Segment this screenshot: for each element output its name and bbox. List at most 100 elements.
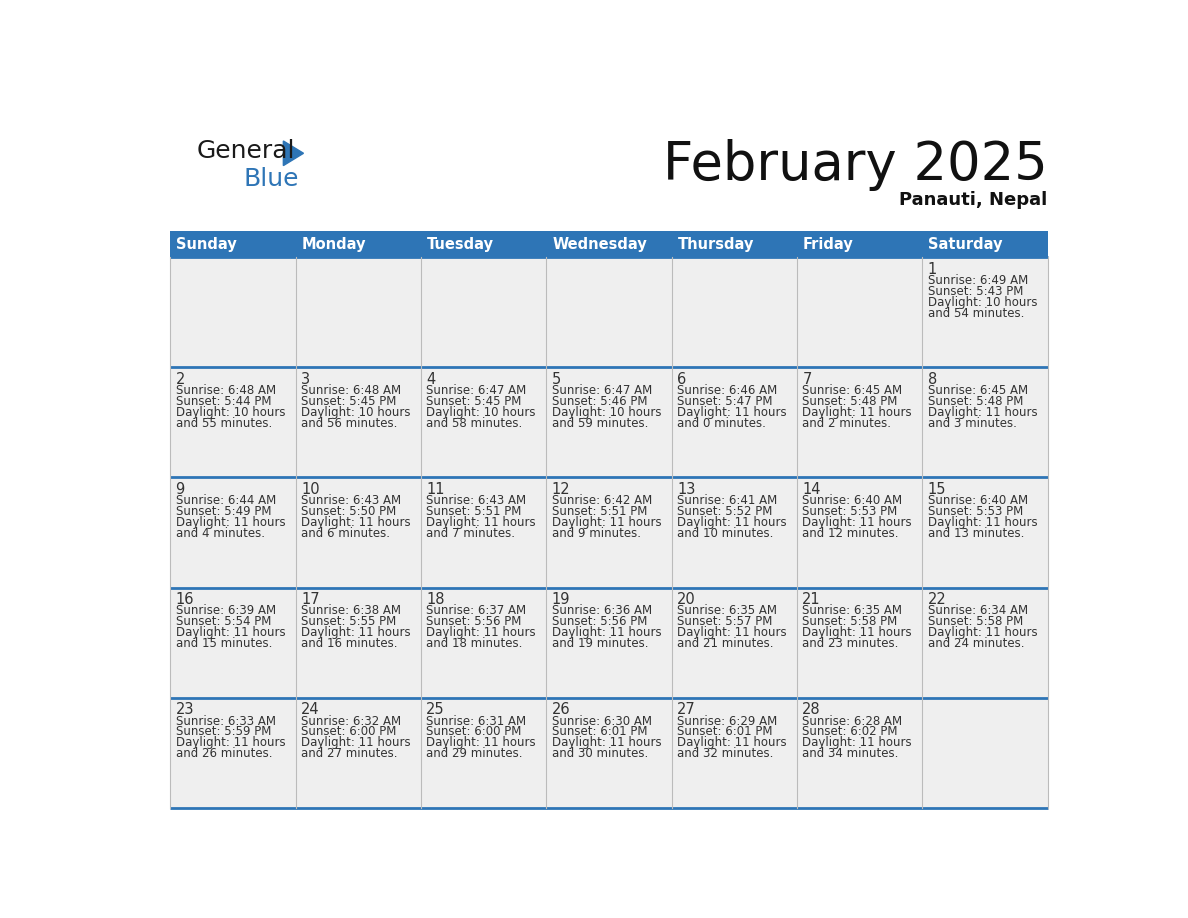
Text: Sunrise: 6:43 AM: Sunrise: 6:43 AM [426, 495, 526, 508]
Text: and 54 minutes.: and 54 minutes. [928, 307, 1024, 319]
Text: General: General [196, 140, 295, 163]
Text: Daylight: 11 hours: Daylight: 11 hours [677, 406, 786, 419]
Text: Daylight: 11 hours: Daylight: 11 hours [176, 626, 285, 639]
Text: Sunrise: 6:43 AM: Sunrise: 6:43 AM [301, 495, 402, 508]
Text: Daylight: 11 hours: Daylight: 11 hours [802, 736, 912, 749]
Bar [546, 588, 671, 698]
Text: Sunset: 5:44 PM: Sunset: 5:44 PM [176, 395, 271, 409]
Text: and 12 minutes.: and 12 minutes. [802, 527, 899, 540]
Text: Daylight: 11 hours: Daylight: 11 hours [426, 736, 536, 749]
Text: Monday: Monday [302, 237, 366, 252]
Text: Sunrise: 6:40 AM: Sunrise: 6:40 AM [928, 495, 1028, 508]
Text: 21: 21 [802, 592, 821, 607]
Text: Daylight: 11 hours: Daylight: 11 hours [677, 736, 786, 749]
Text: Daylight: 11 hours: Daylight: 11 hours [802, 626, 912, 639]
Text: Sunset: 5:58 PM: Sunset: 5:58 PM [928, 615, 1023, 628]
Text: Sunset: 5:51 PM: Sunset: 5:51 PM [551, 505, 647, 518]
Text: 25: 25 [426, 702, 446, 717]
Text: Sunday: Sunday [176, 237, 238, 252]
Text: Sunrise: 6:47 AM: Sunrise: 6:47 AM [426, 385, 526, 397]
Bar [296, 367, 421, 477]
Text: 19: 19 [551, 592, 570, 607]
Bar [797, 367, 922, 477]
Text: 18: 18 [426, 592, 444, 607]
Text: Sunrise: 6:46 AM: Sunrise: 6:46 AM [677, 385, 777, 397]
Text: Daylight: 11 hours: Daylight: 11 hours [551, 626, 662, 639]
Bar [170, 257, 296, 367]
Bar [922, 477, 1048, 588]
Text: Sunrise: 6:39 AM: Sunrise: 6:39 AM [176, 604, 276, 618]
Text: Blue: Blue [244, 167, 298, 191]
Text: Sunrise: 6:29 AM: Sunrise: 6:29 AM [677, 714, 777, 728]
Text: Sunrise: 6:42 AM: Sunrise: 6:42 AM [551, 495, 652, 508]
Bar [797, 257, 922, 367]
Bar [671, 257, 797, 367]
Bar [421, 257, 546, 367]
Text: 28: 28 [802, 702, 821, 717]
Text: Sunrise: 6:35 AM: Sunrise: 6:35 AM [677, 604, 777, 618]
Text: Sunset: 5:45 PM: Sunset: 5:45 PM [426, 395, 522, 409]
Text: Sunset: 5:47 PM: Sunset: 5:47 PM [677, 395, 772, 409]
Text: Daylight: 11 hours: Daylight: 11 hours [551, 516, 662, 529]
Text: and 6 minutes.: and 6 minutes. [301, 527, 390, 540]
Text: 24: 24 [301, 702, 320, 717]
Text: and 10 minutes.: and 10 minutes. [677, 527, 773, 540]
Text: Sunrise: 6:38 AM: Sunrise: 6:38 AM [301, 604, 402, 618]
Text: Daylight: 11 hours: Daylight: 11 hours [301, 626, 411, 639]
Text: Daylight: 10 hours: Daylight: 10 hours [928, 296, 1037, 308]
Text: and 18 minutes.: and 18 minutes. [426, 637, 523, 650]
Text: and 29 minutes.: and 29 minutes. [426, 747, 523, 760]
Text: 22: 22 [928, 592, 947, 607]
Bar [421, 367, 546, 477]
Text: Sunset: 5:55 PM: Sunset: 5:55 PM [301, 615, 397, 628]
Text: and 15 minutes.: and 15 minutes. [176, 637, 272, 650]
Text: Daylight: 11 hours: Daylight: 11 hours [677, 626, 786, 639]
Text: Sunrise: 6:36 AM: Sunrise: 6:36 AM [551, 604, 652, 618]
Text: Sunset: 5:45 PM: Sunset: 5:45 PM [301, 395, 397, 409]
Text: Sunset: 5:58 PM: Sunset: 5:58 PM [802, 615, 897, 628]
Text: and 55 minutes.: and 55 minutes. [176, 417, 272, 430]
Text: Sunrise: 6:40 AM: Sunrise: 6:40 AM [802, 495, 903, 508]
Text: Daylight: 11 hours: Daylight: 11 hours [677, 516, 786, 529]
Text: Daylight: 11 hours: Daylight: 11 hours [426, 516, 536, 529]
Bar [546, 257, 671, 367]
Bar [546, 477, 671, 588]
Bar [671, 698, 797, 808]
Text: Sunset: 5:43 PM: Sunset: 5:43 PM [928, 285, 1023, 298]
Text: 11: 11 [426, 482, 444, 497]
Text: and 30 minutes.: and 30 minutes. [551, 747, 647, 760]
Text: February 2025: February 2025 [663, 140, 1048, 192]
Text: 7: 7 [802, 372, 811, 387]
Text: 14: 14 [802, 482, 821, 497]
Bar [546, 231, 671, 257]
Text: and 19 minutes.: and 19 minutes. [551, 637, 649, 650]
Bar [671, 367, 797, 477]
Bar [797, 588, 922, 698]
Text: Sunrise: 6:32 AM: Sunrise: 6:32 AM [301, 714, 402, 728]
Text: Daylight: 10 hours: Daylight: 10 hours [426, 406, 536, 419]
Text: Sunset: 5:53 PM: Sunset: 5:53 PM [928, 505, 1023, 518]
Text: Sunrise: 6:34 AM: Sunrise: 6:34 AM [928, 604, 1028, 618]
Bar [421, 588, 546, 698]
Bar [922, 367, 1048, 477]
Text: Sunset: 5:54 PM: Sunset: 5:54 PM [176, 615, 271, 628]
Bar [922, 588, 1048, 698]
Text: Sunset: 5:57 PM: Sunset: 5:57 PM [677, 615, 772, 628]
Text: Daylight: 11 hours: Daylight: 11 hours [928, 516, 1037, 529]
Text: and 58 minutes.: and 58 minutes. [426, 417, 523, 430]
Text: and 34 minutes.: and 34 minutes. [802, 747, 898, 760]
Text: and 56 minutes.: and 56 minutes. [301, 417, 397, 430]
Text: Daylight: 10 hours: Daylight: 10 hours [176, 406, 285, 419]
Bar [296, 257, 421, 367]
Text: Daylight: 11 hours: Daylight: 11 hours [928, 406, 1037, 419]
Text: 3: 3 [301, 372, 310, 387]
Text: Sunrise: 6:28 AM: Sunrise: 6:28 AM [802, 714, 903, 728]
Text: and 2 minutes.: and 2 minutes. [802, 417, 891, 430]
Text: 27: 27 [677, 702, 696, 717]
Bar [296, 477, 421, 588]
Text: Sunrise: 6:35 AM: Sunrise: 6:35 AM [802, 604, 902, 618]
Text: 1: 1 [928, 262, 937, 277]
Text: Sunrise: 6:30 AM: Sunrise: 6:30 AM [551, 714, 651, 728]
Text: Daylight: 11 hours: Daylight: 11 hours [928, 626, 1037, 639]
Text: Daylight: 11 hours: Daylight: 11 hours [426, 626, 536, 639]
